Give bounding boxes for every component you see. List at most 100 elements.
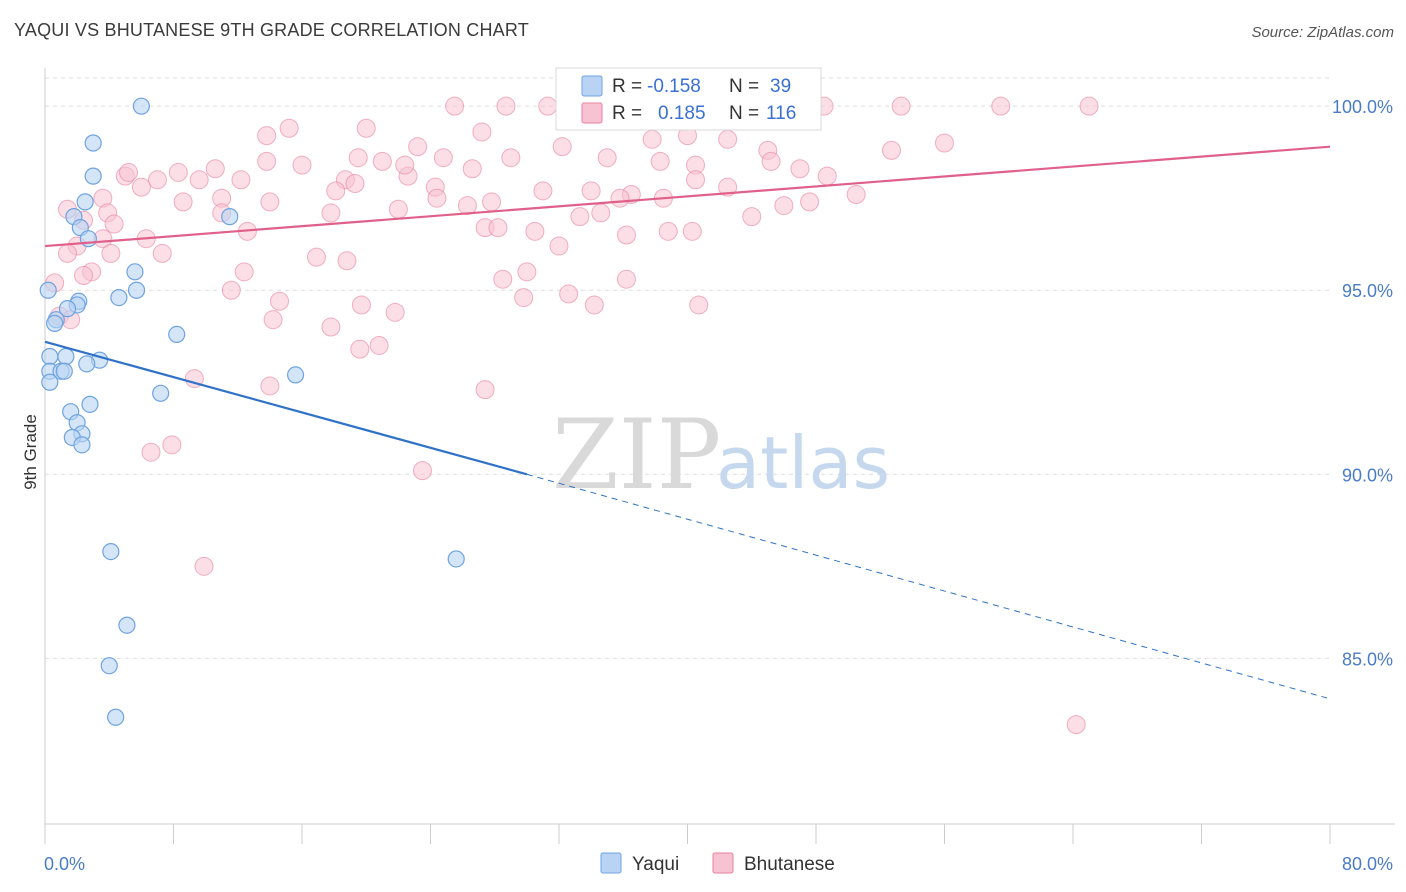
- bhutanese-point: [395, 155, 415, 175]
- bhutanese-swatch: [581, 102, 603, 124]
- bhutanese-point: [475, 380, 495, 400]
- yaqui-swatch: [581, 75, 603, 97]
- bhutanese-point: [369, 335, 389, 355]
- bhutanese-point: [742, 207, 762, 227]
- bhutanese-point: [168, 162, 188, 182]
- series-legend: Yaqui Bhutanese: [600, 852, 835, 875]
- bhutanese-point: [686, 170, 706, 190]
- bhutanese-point: [462, 159, 482, 179]
- legend-bhutanese-swatch: [712, 852, 734, 874]
- bhutanese-point: [761, 151, 781, 171]
- bhutanese-point: [472, 122, 492, 142]
- y-tick-label: 85.0%: [1342, 649, 1393, 669]
- bhutanese-point: [412, 461, 432, 481]
- bhutanese-point: [205, 159, 225, 179]
- watermark: ZIP atlas: [552, 399, 890, 511]
- bhutanese-point: [457, 196, 477, 216]
- bhutanese-point: [650, 151, 670, 171]
- bhutanese-point: [642, 129, 662, 149]
- bhutanese-point: [991, 96, 1011, 116]
- bhutanese-point: [718, 129, 738, 149]
- bhutanese-point: [718, 177, 738, 197]
- yaqui-r-value: -0.158: [647, 76, 701, 97]
- bhutanese-point: [189, 170, 209, 190]
- bhutanese-point: [552, 137, 572, 157]
- yaqui-point: [41, 347, 59, 366]
- bhutanese-point: [141, 442, 161, 462]
- yaqui-point: [76, 193, 94, 211]
- bhutanese-point: [559, 284, 579, 304]
- bhutanese-point: [493, 269, 513, 289]
- bhutanese-point: [104, 214, 124, 234]
- legend-yaqui-swatch: [600, 852, 622, 874]
- bhutanese-point: [881, 140, 901, 160]
- bhutanese-n-value: 116: [766, 103, 796, 124]
- bhutanese-point: [57, 243, 77, 263]
- bhutanese-point: [514, 288, 534, 308]
- bhutanese-point: [682, 221, 702, 241]
- yaqui-point: [221, 208, 239, 226]
- bhutanese-point: [427, 188, 447, 208]
- bhutanese-point: [350, 339, 370, 359]
- bhutanese-point: [658, 221, 678, 241]
- watermark-atlas: atlas: [716, 421, 890, 505]
- axes: [44, 68, 1395, 844]
- bhutanese-point: [501, 148, 521, 168]
- yaqui-point: [55, 362, 73, 380]
- bhutanese-point: [101, 243, 121, 263]
- trend-lines: [44, 145, 1331, 700]
- bhutanese-point: [549, 236, 569, 256]
- bhutanese-point: [591, 203, 611, 223]
- bhutanese-point: [891, 96, 911, 116]
- bhutanese-point: [321, 317, 341, 337]
- yaqui-point: [81, 395, 99, 413]
- bhutanese-point: [147, 170, 167, 190]
- yaqui-r-label: R =: [612, 76, 642, 97]
- bhutanese-point: [496, 96, 516, 116]
- bhutanese-point: [292, 155, 312, 175]
- bhutanese-point: [610, 188, 630, 208]
- bhutanese-point: [257, 151, 277, 171]
- y-tick-labels: 85.0% 90.0% 95.0% 100.0%: [1332, 97, 1393, 669]
- bhutanese-point: [800, 192, 820, 212]
- bhutanese-point: [337, 251, 357, 271]
- bhutanese-point: [1079, 96, 1099, 116]
- yaqui-point: [78, 355, 96, 373]
- bhutanese-point: [433, 148, 453, 168]
- bhutanese-point: [689, 295, 709, 315]
- yaqui-point: [102, 542, 120, 561]
- yaqui-trend-line: [44, 340, 528, 476]
- yaqui-point: [127, 281, 146, 299]
- bhutanese-point: [616, 225, 636, 245]
- bhutanese-point: [517, 262, 537, 282]
- bhutanese-point: [234, 262, 254, 282]
- bhutanese-point: [533, 181, 553, 201]
- yaqui-point: [41, 373, 59, 391]
- bhutanese-point: [1066, 715, 1086, 735]
- bhutanese-point: [482, 192, 502, 212]
- legend-yaqui-label: Yaqui: [632, 854, 679, 875]
- bhutanese-point: [372, 151, 392, 171]
- yaqui-point: [126, 263, 144, 281]
- yaqui-point: [39, 281, 57, 299]
- yaqui-point: [118, 616, 136, 634]
- bhutanese-point: [231, 170, 251, 190]
- bhutanese-point: [817, 166, 837, 186]
- yaqui-point: [107, 708, 125, 726]
- yaqui-point: [132, 97, 150, 115]
- yaqui-point: [73, 436, 91, 454]
- bhutanese-n-label: N =: [729, 103, 759, 124]
- bhutanese-point: [790, 159, 810, 179]
- bhutanese-point: [445, 96, 465, 116]
- bhutanese-point: [388, 199, 408, 219]
- bhutanese-point: [538, 96, 558, 116]
- yaqui-point: [168, 325, 186, 344]
- bhutanese-point: [119, 162, 139, 182]
- yaqui-point: [84, 134, 102, 152]
- bhutanese-point: [152, 243, 172, 263]
- yaqui-point: [286, 366, 305, 384]
- legend-bhutanese-label: Bhutanese: [744, 854, 835, 875]
- bhutanese-point: [408, 137, 428, 157]
- bhutanese-point: [525, 221, 545, 241]
